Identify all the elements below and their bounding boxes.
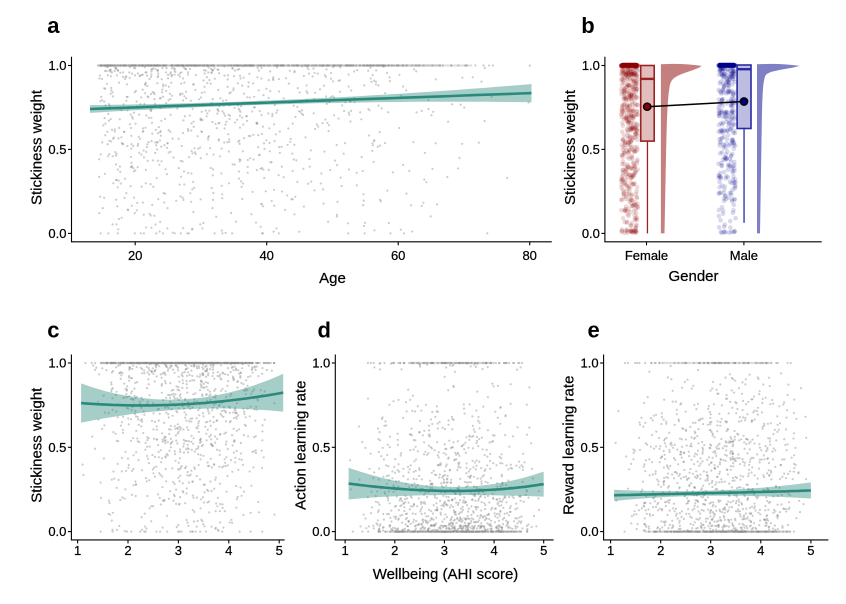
svg-text:0.5: 0.5: [582, 142, 600, 157]
svg-text:0.0: 0.0: [582, 226, 600, 241]
svg-text:80: 80: [522, 248, 536, 263]
svg-text:0.0: 0.0: [48, 524, 66, 539]
svg-text:40: 40: [259, 248, 273, 263]
svg-text:Stickiness weight: Stickiness weight: [28, 387, 45, 503]
svg-text:1.0: 1.0: [48, 58, 66, 73]
svg-text:a: a: [47, 13, 60, 38]
svg-text:0.0: 0.0: [48, 226, 66, 241]
svg-text:3: 3: [175, 543, 182, 558]
svg-text:2: 2: [124, 543, 131, 558]
svg-text:5: 5: [276, 543, 283, 558]
svg-text:0.5: 0.5: [48, 440, 66, 455]
svg-text:b: b: [581, 13, 594, 38]
svg-text:0.5: 0.5: [48, 142, 66, 157]
svg-text:Age: Age: [319, 270, 346, 287]
svg-text:Stickiness weight: Stickiness weight: [29, 89, 46, 205]
svg-text:60: 60: [391, 248, 405, 263]
svg-text:20: 20: [128, 248, 142, 263]
svg-text:Gender: Gender: [668, 268, 718, 285]
svg-text:Female: Female: [625, 248, 668, 263]
svg-text:1: 1: [74, 543, 81, 558]
svg-text:c: c: [47, 318, 59, 343]
svg-text:4: 4: [225, 543, 232, 558]
svg-text:1.0: 1.0: [582, 58, 600, 73]
svg-text:Male: Male: [730, 248, 758, 263]
svg-text:Stickiness weight: Stickiness weight: [562, 89, 579, 205]
svg-text:1.0: 1.0: [48, 356, 66, 371]
